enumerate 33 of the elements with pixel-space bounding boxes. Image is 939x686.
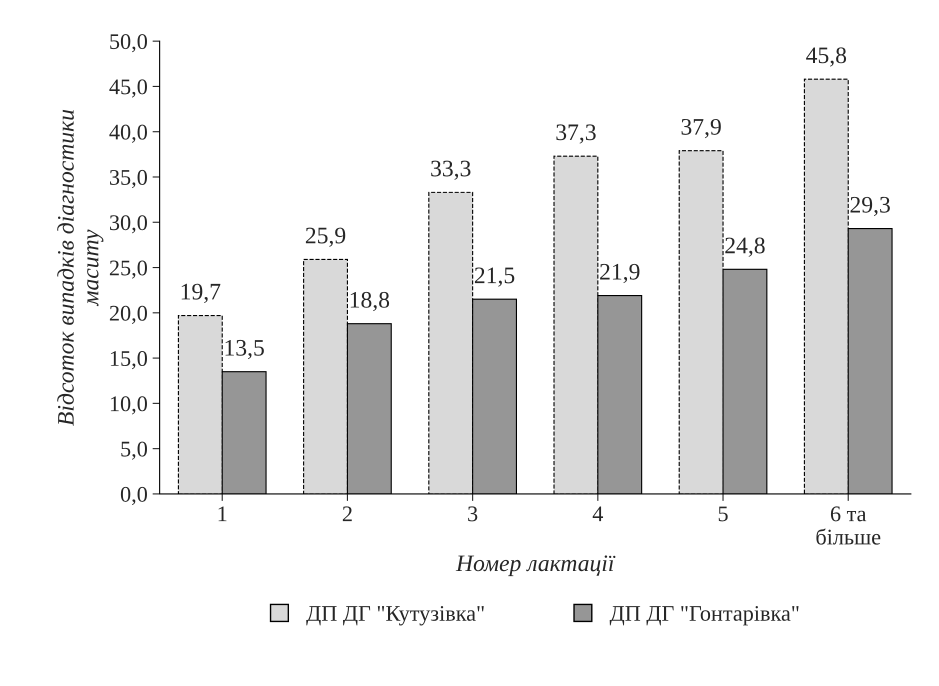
y-tick-label: 15,0 [110,351,147,370]
x-axis-title: Номер лактації [456,555,616,576]
y-tick-label: 10,0 [110,396,147,414]
data-label: 24,8 [725,238,765,257]
data-label: 37,9 [682,118,721,138]
data-label: 25,9 [306,228,346,247]
data-label: 18,8 [350,292,390,312]
legend-label: ДП ДГ "Кутузівка" [306,606,484,626]
y-tick-label: 25,0 [110,260,147,279]
data-label: 21,5 [474,267,514,287]
y-tick-label: 0,0 [120,486,147,506]
y-tick-label: 20,0 [110,306,147,324]
legend-label: ДП ДГ "Гонтарівка" [610,606,799,626]
y-tick-label: 30,0 [110,215,147,234]
x-tick-label: 3 [468,506,478,522]
y-tick-label: 35,0 [110,170,147,188]
y-tick-label: 45,0 [109,79,147,98]
x-tick-label: 4 [592,506,604,522]
data-label: 37,3 [556,124,596,144]
data-label: 45,8 [806,47,846,67]
y-axis-title: Відсоток випадків діагностики маситу [57,110,104,426]
y-tick-label: 5,0 [121,442,147,460]
data-label: 33,3 [431,160,470,180]
x-tick-label: 5 [718,506,728,522]
data-label: 29,3 [850,196,890,216]
x-tick-label: 2 [342,506,352,522]
x-tick-label: 6 та більше [816,506,880,545]
x-tick-label: 1 [218,506,226,522]
data-label: 21,9 [600,264,640,284]
y-tick-label: 40,0 [109,124,147,143]
data-label: 13,5 [226,340,264,360]
data-label: 19,7 [182,284,220,304]
y-tick-label: 50,0 [110,34,147,52]
